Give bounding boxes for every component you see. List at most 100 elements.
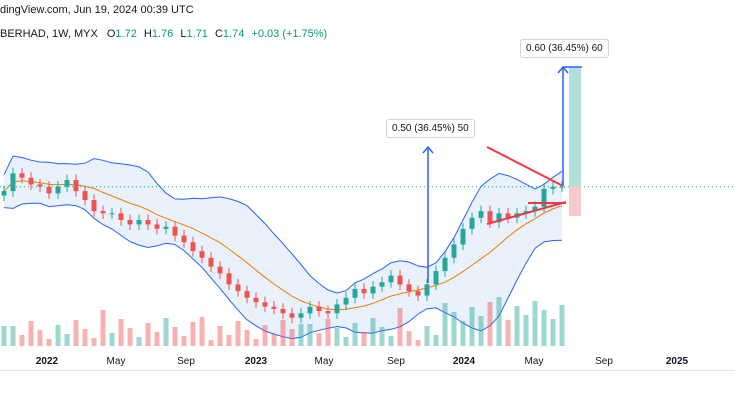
volume-bar: [280, 320, 286, 346]
volume-bar: [334, 328, 340, 346]
stop-zone: [569, 186, 581, 216]
bollinger-lower: [3, 202, 563, 340]
candle-body: [406, 284, 412, 292]
volume-bar: [37, 330, 43, 346]
target-zone: [569, 67, 581, 187]
candle-body: [73, 180, 79, 192]
volume-bar: [469, 307, 475, 346]
volume-bar: [226, 335, 232, 346]
candle-body: [127, 220, 133, 225]
low-label: L: [180, 28, 187, 40]
volume-bar: [73, 320, 79, 346]
volume-bar: [514, 306, 520, 346]
low-value: 1.71: [186, 28, 208, 40]
candle-body: [424, 284, 430, 296]
volume-bar: [424, 326, 430, 346]
volume-bar: [100, 310, 106, 346]
high-value: 1.76: [151, 28, 174, 40]
volume-bar: [442, 303, 448, 346]
volume-bar: [271, 334, 277, 346]
candle-body: [217, 266, 223, 274]
volume-bar: [235, 321, 241, 346]
candle-body: [451, 244, 457, 258]
close-value: 1.74: [222, 28, 245, 40]
candle-body: [190, 242, 196, 252]
candle-body: [289, 313, 295, 318]
volume-bar: [352, 323, 358, 346]
volume-bar: [406, 331, 412, 346]
candle-body: [361, 288, 367, 294]
volume-bar: [46, 339, 52, 346]
candle-body: [505, 213, 511, 218]
high-label: H: [143, 28, 152, 40]
candle-body: [154, 224, 160, 229]
moving-average-line: [3, 180, 563, 311]
change-value: +0.03 (+1.75%): [251, 28, 328, 40]
candle-body: [163, 226, 169, 229]
volume-bar: [127, 328, 133, 346]
volume-bar: [262, 325, 268, 346]
volume-bar: [541, 310, 547, 346]
volume-bar: [532, 301, 538, 346]
candle-body: [469, 217, 475, 229]
volume-bar: [190, 322, 196, 346]
candle-body: [244, 291, 250, 298]
volume-bar: [10, 326, 16, 346]
candle-body: [118, 213, 124, 220]
candle-body: [460, 228, 466, 245]
volume-bar: [298, 324, 304, 346]
volume-bar: [415, 340, 421, 346]
volume-bar: [109, 333, 115, 346]
candle-body: [109, 213, 115, 215]
bollinger-fill: [4, 156, 562, 339]
volume-bar: [208, 340, 214, 346]
x-tick-label: 2022: [36, 356, 59, 367]
volume-bar: [244, 330, 250, 346]
volume-bar: [199, 317, 205, 346]
volume-bar: [559, 305, 565, 346]
candle-body: [379, 282, 385, 287]
candle-body: [199, 251, 205, 258]
candle-body: [397, 275, 403, 285]
bottom-rule: [0, 370, 735, 371]
price-chart[interactable]: 2022 May Sep 2023 May Sep 2024 May Sep 2025: [0, 0, 735, 372]
candle-body: [343, 297, 349, 305]
candle-body: [37, 184, 43, 187]
volume-bar: [451, 312, 457, 346]
candle-body: [172, 226, 178, 236]
symbol-legend[interactable]: BERHAD, 1W, MYX O1.72 H1.76 L1.71 C1.74 …: [0, 28, 331, 40]
open-value: 1.72: [115, 28, 137, 40]
x-tick-label: 2023: [245, 356, 268, 367]
volume-bar: [460, 321, 466, 346]
candle-body: [370, 286, 376, 294]
candle-body: [46, 186, 52, 194]
candle-body: [442, 257, 448, 272]
candle-body: [235, 284, 241, 292]
chart-source-header: dingView.com, Jun 19, 2024 00:39 UTC: [0, 4, 194, 16]
volume-bar: [19, 335, 25, 346]
candle-body: [100, 211, 106, 214]
candle-body: [334, 304, 340, 314]
candle-body: [532, 206, 538, 212]
close-label: C: [214, 28, 223, 40]
volume-bar: [118, 319, 124, 346]
volume-bar: [343, 337, 349, 346]
volume-bar: [370, 318, 376, 346]
measure-arrow-first-head: [422, 145, 434, 154]
volume-bar: [397, 308, 403, 346]
candle-body: [10, 173, 16, 192]
candle-body: [307, 306, 313, 314]
volume-bar: [163, 318, 169, 346]
candle-body: [208, 257, 214, 267]
candle-body: [541, 188, 547, 207]
volume-bar: [487, 302, 493, 346]
volume-bar: [433, 335, 439, 346]
x-tick-label: 2025: [666, 356, 689, 367]
symbol-name: BERHAD, 1W, MYX: [0, 28, 98, 40]
measure-label-target: 0.60 (36.45%) 60: [520, 39, 609, 58]
volume-bar: [550, 319, 556, 346]
volume-bar: [145, 323, 151, 346]
volume-bar: [136, 337, 142, 346]
volume-bar: [388, 336, 394, 346]
candle-body: [55, 186, 61, 194]
